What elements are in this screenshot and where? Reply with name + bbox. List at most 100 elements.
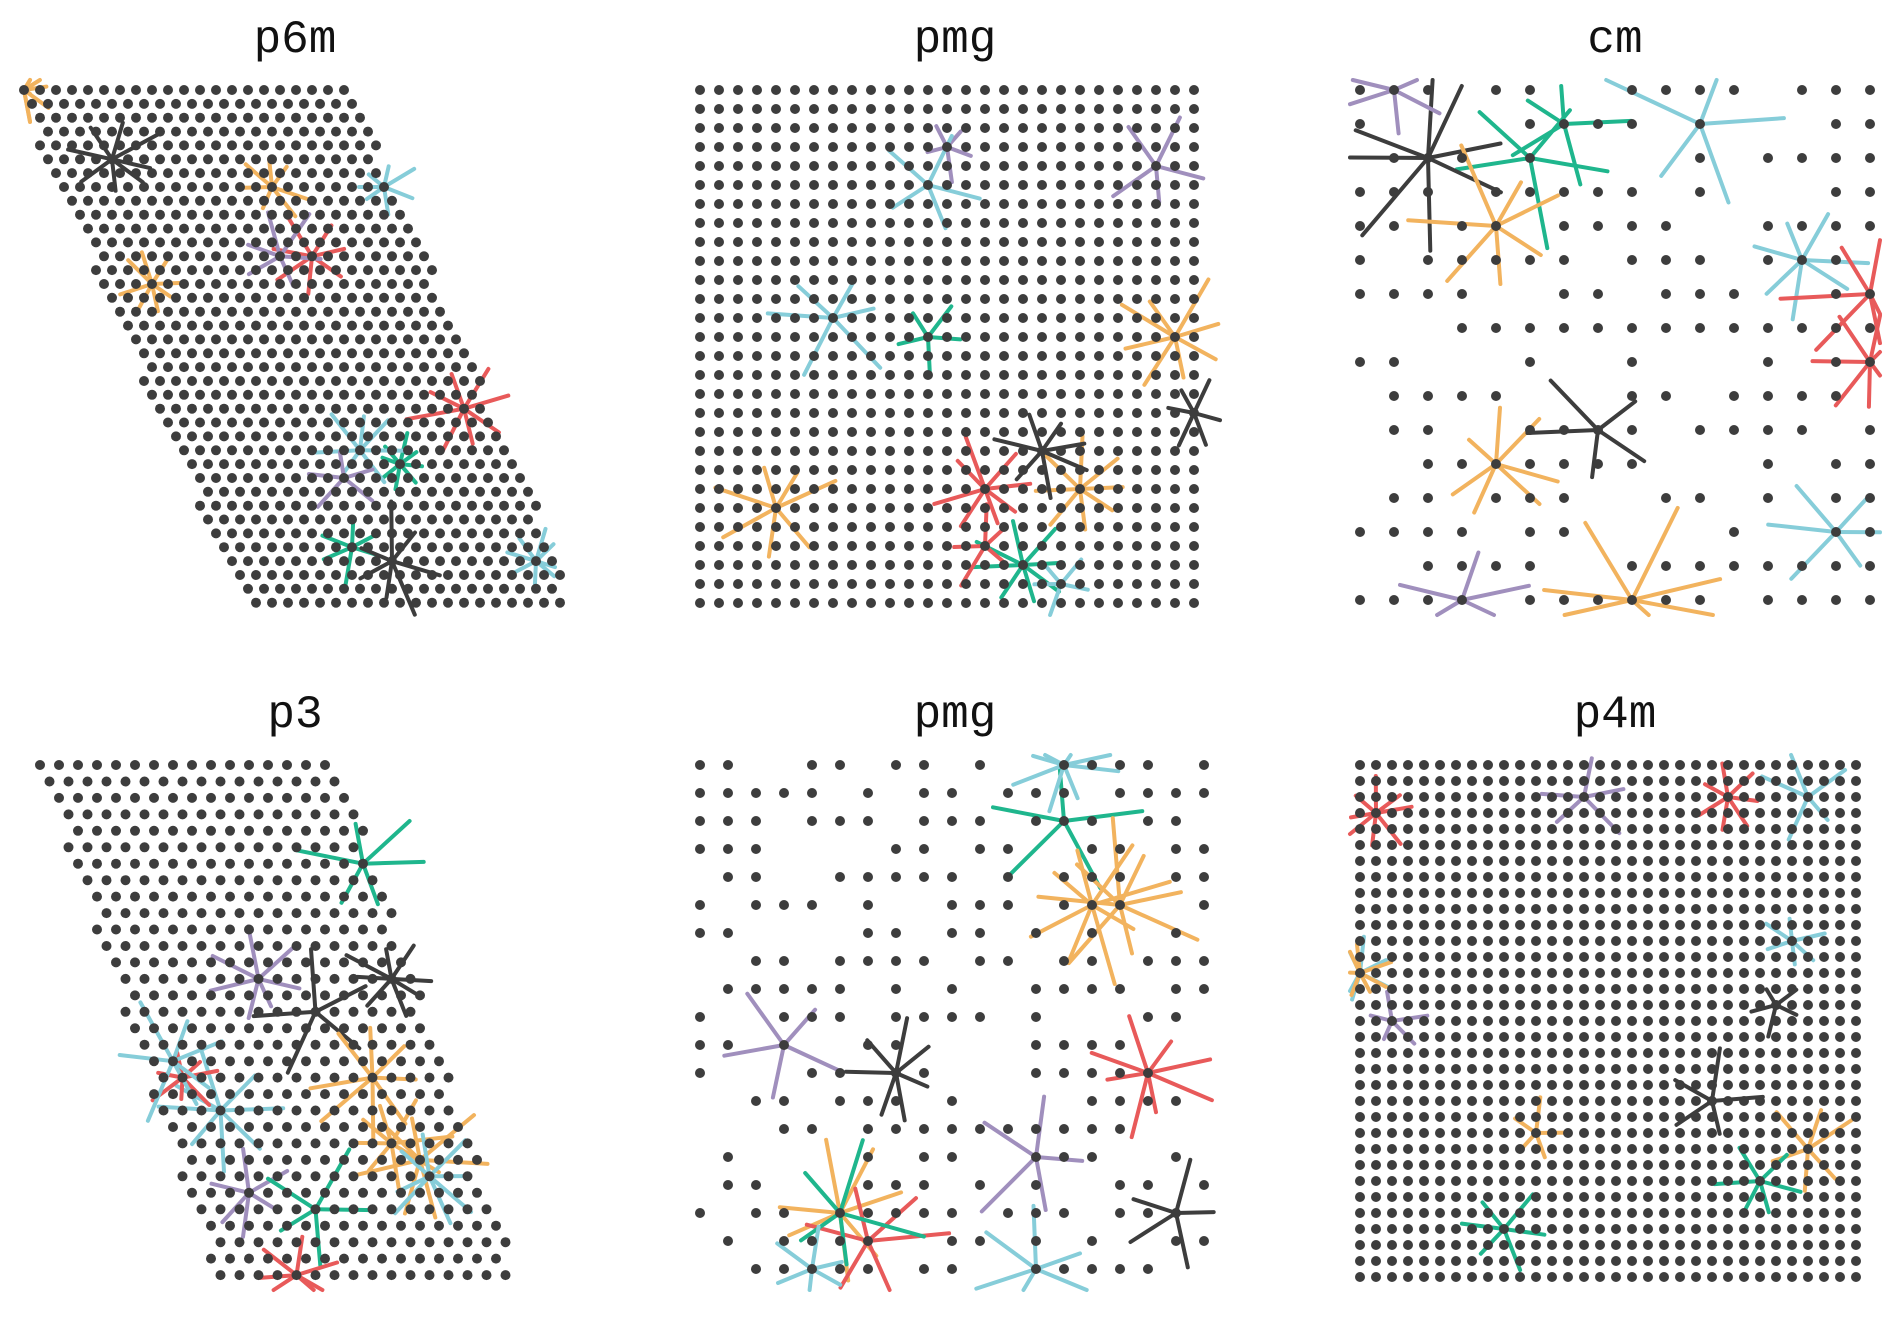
lattice-dot (723, 1180, 733, 1190)
lattice-dot (885, 484, 895, 494)
lattice-dot (377, 1056, 387, 1067)
lattice-dot (1563, 824, 1573, 834)
lattice-dot (1094, 522, 1104, 532)
lattice-dot (291, 1237, 302, 1248)
star-ray (427, 1174, 453, 1226)
lattice-dot (435, 556, 445, 567)
lattice-dot (714, 199, 724, 209)
lattice-dot (1143, 1208, 1153, 1218)
lattice-dot (1531, 1000, 1541, 1010)
lattice-dot (1707, 968, 1717, 978)
lattice-dot (1739, 1208, 1749, 1218)
lattice-dot (1593, 119, 1603, 129)
lattice-dot (499, 556, 509, 567)
lattice-dot (275, 223, 285, 234)
lattice-dot (1515, 1208, 1525, 1218)
lattice-dot (1675, 952, 1685, 962)
lattice-dot (1467, 1176, 1477, 1186)
lattice-dot (891, 984, 901, 994)
star-ray (1426, 84, 1464, 160)
lattice-dot (177, 941, 188, 951)
lattice-dot (1851, 760, 1861, 770)
lattice-dot (155, 182, 165, 192)
lattice-dot (411, 459, 421, 470)
lattice-dot (1371, 1240, 1381, 1250)
lattice-dot (1483, 1112, 1493, 1122)
lattice-dot (1787, 1176, 1797, 1186)
lattice-dot (206, 1253, 216, 1264)
lattice-dot (863, 816, 873, 826)
lattice-dot (73, 760, 83, 770)
lattice-dot (1739, 904, 1749, 914)
lattice-dot (415, 990, 425, 1001)
lattice-dot (310, 1006, 321, 1017)
lattice-dot (904, 104, 914, 114)
lattice-dot (1037, 427, 1047, 437)
lattice-dot (866, 560, 876, 570)
lattice-dot (219, 459, 229, 470)
lattice-dot (1419, 904, 1429, 914)
lattice-dot (1763, 493, 1773, 503)
lattice-dot (1579, 1096, 1589, 1106)
lattice-dot (695, 180, 705, 190)
lattice-dot (828, 446, 838, 456)
lattice-dot (83, 140, 93, 151)
lattice-dot (1579, 1256, 1589, 1266)
lattice-dot (919, 1180, 929, 1190)
lattice-dot (1189, 180, 1199, 190)
lattice-dot (1691, 872, 1701, 882)
lattice-dot (395, 348, 405, 359)
lattice-dot (323, 306, 333, 317)
lattice-dot (411, 292, 421, 303)
lattice-dot (1547, 1000, 1557, 1010)
lattice-dot (301, 1187, 311, 1198)
lattice-dot (790, 104, 800, 114)
lattice-dot (339, 891, 349, 902)
lattice-dot (1691, 968, 1701, 978)
lattice-dot (339, 112, 349, 123)
lattice-dot (999, 294, 1009, 304)
lattice-dot (462, 1237, 473, 1248)
lattice-dot (206, 1187, 216, 1198)
lattice-dot (1579, 952, 1589, 962)
lattice-dot (1151, 598, 1161, 608)
lattice-dot (1771, 1224, 1781, 1234)
lattice-dot (1851, 936, 1861, 946)
lattice-dot (1403, 872, 1413, 882)
lattice-dot (1419, 760, 1429, 770)
lattice-dot (1435, 968, 1445, 978)
lattice-dot (1695, 187, 1705, 197)
lattice-dot (443, 403, 453, 414)
lattice-dot (1371, 1160, 1381, 1170)
lattice-dot (904, 408, 914, 418)
lattice-dot (147, 195, 157, 206)
lattice-dot (866, 218, 876, 228)
lattice-dot (475, 431, 485, 442)
lattice-dot (475, 542, 485, 553)
lattice-dot (923, 85, 933, 95)
lattice-dot (367, 1204, 378, 1215)
lattice-dot (919, 1152, 929, 1162)
lattice-dot (1371, 1192, 1381, 1202)
lattice-dot (1132, 465, 1142, 475)
lattice-dot (427, 320, 437, 331)
lattice-dot (1707, 1144, 1717, 1154)
lattice-dot (1056, 408, 1066, 418)
lattice-dot (1419, 792, 1429, 802)
lattice-dot (171, 376, 181, 386)
lattice-dot (1723, 1128, 1733, 1138)
lattice-dot (1189, 237, 1199, 247)
lattice-dot (547, 556, 557, 567)
lattice-dot (387, 556, 397, 567)
lattice-dot (320, 957, 330, 968)
lattice-dot (1515, 776, 1525, 786)
lattice-dot (1467, 1192, 1477, 1202)
lattice-dot (283, 486, 293, 497)
star-ray (1090, 879, 1172, 907)
lattice-dot (1094, 218, 1104, 228)
lattice-dot (1763, 357, 1773, 367)
lattice-dot (1189, 313, 1199, 323)
lattice-dot (1037, 522, 1047, 532)
lattice-dot (1831, 527, 1841, 537)
lattice-dot (863, 1152, 873, 1162)
